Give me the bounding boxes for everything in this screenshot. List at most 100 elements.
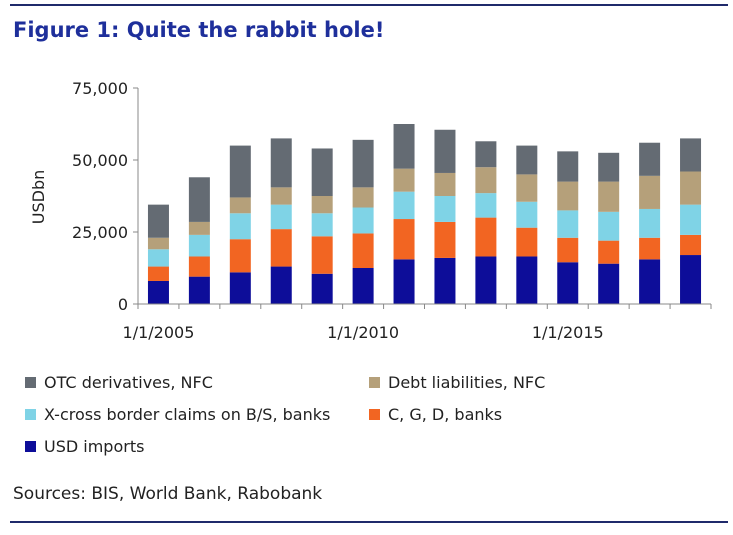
legend-item-otc-derivatives: OTC derivatives, NFC: [25, 373, 213, 392]
bar-segment-x-cross-border-claims-on-b-s-banks-2014: [516, 201, 538, 228]
legend-item-usd-imports: USD imports: [25, 437, 144, 456]
legend-label: OTC derivatives, NFC: [44, 373, 213, 392]
bar-segment-c-g-d-banks-2015: [557, 237, 579, 263]
bar-segment-otc-derivatives-nfc-2015: [557, 151, 579, 182]
bar-segment-debt-liabilities-nfc-2009: [311, 196, 333, 214]
bar-segment-c-g-d-banks-2008: [270, 229, 292, 267]
bar-segment-debt-liabilities-nfc-2015: [557, 181, 579, 211]
bar-segment-debt-liabilities-nfc-2018: [680, 171, 702, 205]
bar-segment-otc-derivatives-nfc-2011: [393, 124, 415, 169]
legend-swatch: [25, 441, 36, 452]
bar-segment-debt-liabilities-nfc-2010: [352, 187, 374, 208]
bar-segment-c-g-d-banks-2005: [147, 266, 169, 281]
y-tick-label: 75,000: [72, 79, 128, 98]
bottom-rule: [10, 521, 728, 523]
bar-segment-usd-imports-2009: [311, 273, 333, 304]
bar-segment-otc-derivatives-nfc-2014: [516, 145, 538, 175]
bar-segment-debt-liabilities-nfc-2006: [188, 221, 210, 235]
bar-segment-x-cross-border-claims-on-b-s-banks-2010: [352, 207, 374, 234]
bar-segment-x-cross-border-claims-on-b-s-banks-2013: [475, 193, 497, 218]
legend-swatch: [25, 409, 36, 420]
legend-swatch: [25, 377, 36, 388]
y-axis-label: USDbn: [29, 170, 48, 224]
x-tick-label: 1/1/2015: [532, 323, 604, 342]
bar-segment-c-g-d-banks-2018: [680, 234, 702, 256]
bar-segment-debt-liabilities-nfc-2017: [639, 175, 661, 209]
bar-segment-x-cross-border-claims-on-b-s-banks-2011: [393, 191, 415, 220]
legend-label: C, G, D, banks: [388, 405, 503, 424]
bar-segment-otc-derivatives-nfc-2013: [475, 141, 497, 168]
bar-segment-usd-imports-2017: [639, 259, 661, 304]
bar-segment-c-g-d-banks-2016: [598, 240, 620, 264]
bar-segment-c-g-d-banks-2009: [311, 236, 333, 274]
bar-segment-debt-liabilities-nfc-2016: [598, 181, 620, 212]
bar-segment-usd-imports-2015: [557, 262, 579, 304]
bar-segment-debt-liabilities-nfc-2014: [516, 174, 538, 202]
x-tick-label: 1/1/2005: [123, 323, 195, 342]
bar-segment-x-cross-border-claims-on-b-s-banks-2012: [434, 196, 456, 222]
y-tick-label: 25,000: [72, 223, 128, 242]
bar-segment-otc-derivatives-nfc-2008: [270, 138, 292, 188]
legend-swatch: [369, 409, 380, 420]
bar-segment-usd-imports-2012: [434, 257, 456, 304]
bar-segment-usd-imports-2016: [598, 263, 620, 304]
bar-segment-debt-liabilities-nfc-2012: [434, 172, 456, 196]
bar-segment-usd-imports-2013: [475, 256, 497, 304]
bar-segment-usd-imports-2010: [352, 268, 374, 304]
legend-label: USD imports: [44, 437, 145, 456]
bar-segment-debt-liabilities-nfc-2011: [393, 168, 415, 192]
bar-segment-otc-derivatives-nfc-2012: [434, 129, 456, 173]
bar-segment-c-g-d-banks-2010: [352, 233, 374, 268]
y-tick-label: 50,000: [72, 151, 128, 170]
top-rule: [10, 4, 728, 6]
bar-segment-c-g-d-banks-2012: [434, 221, 456, 258]
legend-item-cross-border-claims: X-cross border claims on B/S, banks: [25, 405, 330, 424]
bar-segment-otc-derivatives-nfc-2010: [352, 139, 374, 188]
bar-segment-otc-derivatives-nfc-2018: [680, 138, 702, 172]
bar-segment-x-cross-border-claims-on-b-s-banks-2006: [188, 234, 210, 257]
bar-segment-usd-imports-2005: [147, 280, 169, 304]
bar-segment-x-cross-border-claims-on-b-s-banks-2007: [229, 213, 251, 240]
bar-segment-debt-liabilities-nfc-2005: [147, 237, 169, 250]
y-tick-label: 0: [118, 295, 128, 314]
bar-segment-x-cross-border-claims-on-b-s-banks-2008: [270, 204, 292, 230]
stacked-bar-chart: 0 25,000 50,000 75,000 1/1/2005 1/1/2010 1/1/2…: [29, 79, 712, 342]
bar-segment-otc-derivatives-nfc-2009: [311, 148, 333, 196]
bar-segment-x-cross-border-claims-on-b-s-banks-2005: [147, 249, 169, 267]
bar-segment-usd-imports-2008: [270, 266, 292, 304]
bars-group: [147, 124, 702, 304]
bar-segment-usd-imports-2018: [680, 255, 702, 304]
legend-label: Debt liabilities, NFC: [388, 373, 546, 392]
bar-segment-c-g-d-banks-2014: [516, 227, 538, 257]
sources-note: Sources: BIS, World Bank, Rabobank: [13, 484, 323, 504]
bar-segment-usd-imports-2006: [188, 276, 210, 304]
bar-segment-debt-liabilities-nfc-2008: [270, 187, 292, 205]
legend-label: X-cross border claims on B/S, banks: [44, 405, 331, 424]
bar-segment-usd-imports-2011: [393, 259, 415, 304]
bar-segment-debt-liabilities-nfc-2013: [475, 167, 497, 194]
bar-segment-debt-liabilities-nfc-2007: [229, 197, 251, 214]
legend-item-debt-liabilities: Debt liabilities, NFC: [369, 373, 545, 392]
bar-segment-c-g-d-banks-2007: [229, 239, 251, 273]
legend-item-cgd-banks: C, G, D, banks: [369, 405, 502, 424]
bar-segment-x-cross-border-claims-on-b-s-banks-2018: [680, 204, 702, 235]
bar-segment-x-cross-border-claims-on-b-s-banks-2015: [557, 210, 579, 238]
bar-segment-x-cross-border-claims-on-b-s-banks-2009: [311, 213, 333, 237]
legend-swatch: [369, 377, 380, 388]
bar-segment-otc-derivatives-nfc-2017: [639, 142, 661, 176]
bar-segment-usd-imports-2014: [516, 256, 538, 304]
bar-segment-otc-derivatives-nfc-2016: [598, 152, 620, 182]
bar-segment-c-g-d-banks-2011: [393, 219, 415, 260]
axes-group: 0 25,000 50,000 75,000 1/1/2005 1/1/2010 1/1/2…: [72, 79, 712, 342]
bar-segment-x-cross-border-claims-on-b-s-banks-2017: [639, 208, 661, 238]
bar-segment-c-g-d-banks-2006: [188, 256, 210, 277]
bar-segment-c-g-d-banks-2017: [639, 237, 661, 260]
bar-segment-c-g-d-banks-2013: [475, 217, 497, 257]
bar-segment-otc-derivatives-nfc-2007: [229, 145, 251, 198]
bar-segment-x-cross-border-claims-on-b-s-banks-2016: [598, 211, 620, 241]
bar-segment-otc-derivatives-nfc-2006: [188, 177, 210, 222]
bar-segment-usd-imports-2007: [229, 272, 251, 304]
x-tick-label: 1/1/2010: [327, 323, 399, 342]
bar-segment-otc-derivatives-nfc-2005: [147, 204, 169, 238]
figure-title: Figure 1: Quite the rabbit hole!: [13, 18, 385, 42]
